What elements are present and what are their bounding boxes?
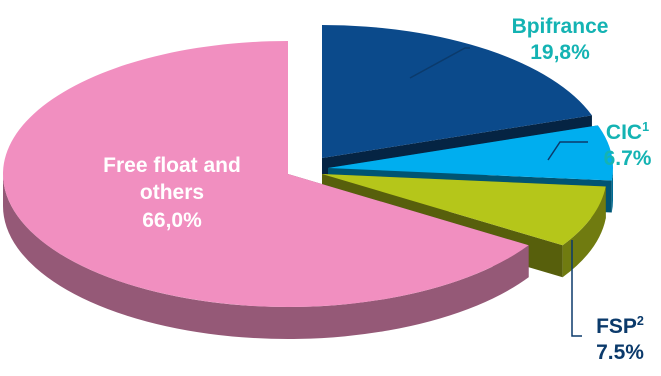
slice-side-free-float	[2, 174, 529, 340]
slice-value-bpifrance: 19,8%	[530, 41, 590, 65]
slice-value-cic: 6.7%	[603, 147, 652, 171]
label-free-float: Free float and others 66,0%	[92, 152, 252, 234]
footnote-fsp: 2	[636, 314, 644, 328]
slice-side-cic	[611, 168, 613, 213]
slice-label-free-float: Free float and others	[103, 154, 241, 205]
label-cic: CIC1 6.7%	[590, 120, 661, 173]
slice-label-fsp: FSP2	[596, 314, 644, 338]
slice-free-float	[3, 41, 529, 307]
slice-side-fsp	[562, 186, 606, 278]
slice-cic	[328, 125, 614, 181]
slice-value-fsp: 7.5%	[596, 341, 644, 365]
label-bpifrance: Bpifrance 19,8%	[470, 14, 650, 67]
leader-fsp	[571, 240, 582, 337]
footnote-cic: 1	[642, 120, 650, 134]
leader-cic	[547, 141, 588, 161]
slice-value-free-float: 66,0%	[142, 208, 202, 232]
leader-bpifrance	[409, 47, 470, 79]
slice-fsp	[322, 174, 606, 246]
slice-label-bpifrance: Bpifrance	[511, 15, 609, 38]
slice-label-cic: CIC1	[605, 120, 650, 144]
label-fsp: FSP2 7.5%	[580, 314, 660, 367]
slice-bpifrance	[322, 25, 592, 158]
